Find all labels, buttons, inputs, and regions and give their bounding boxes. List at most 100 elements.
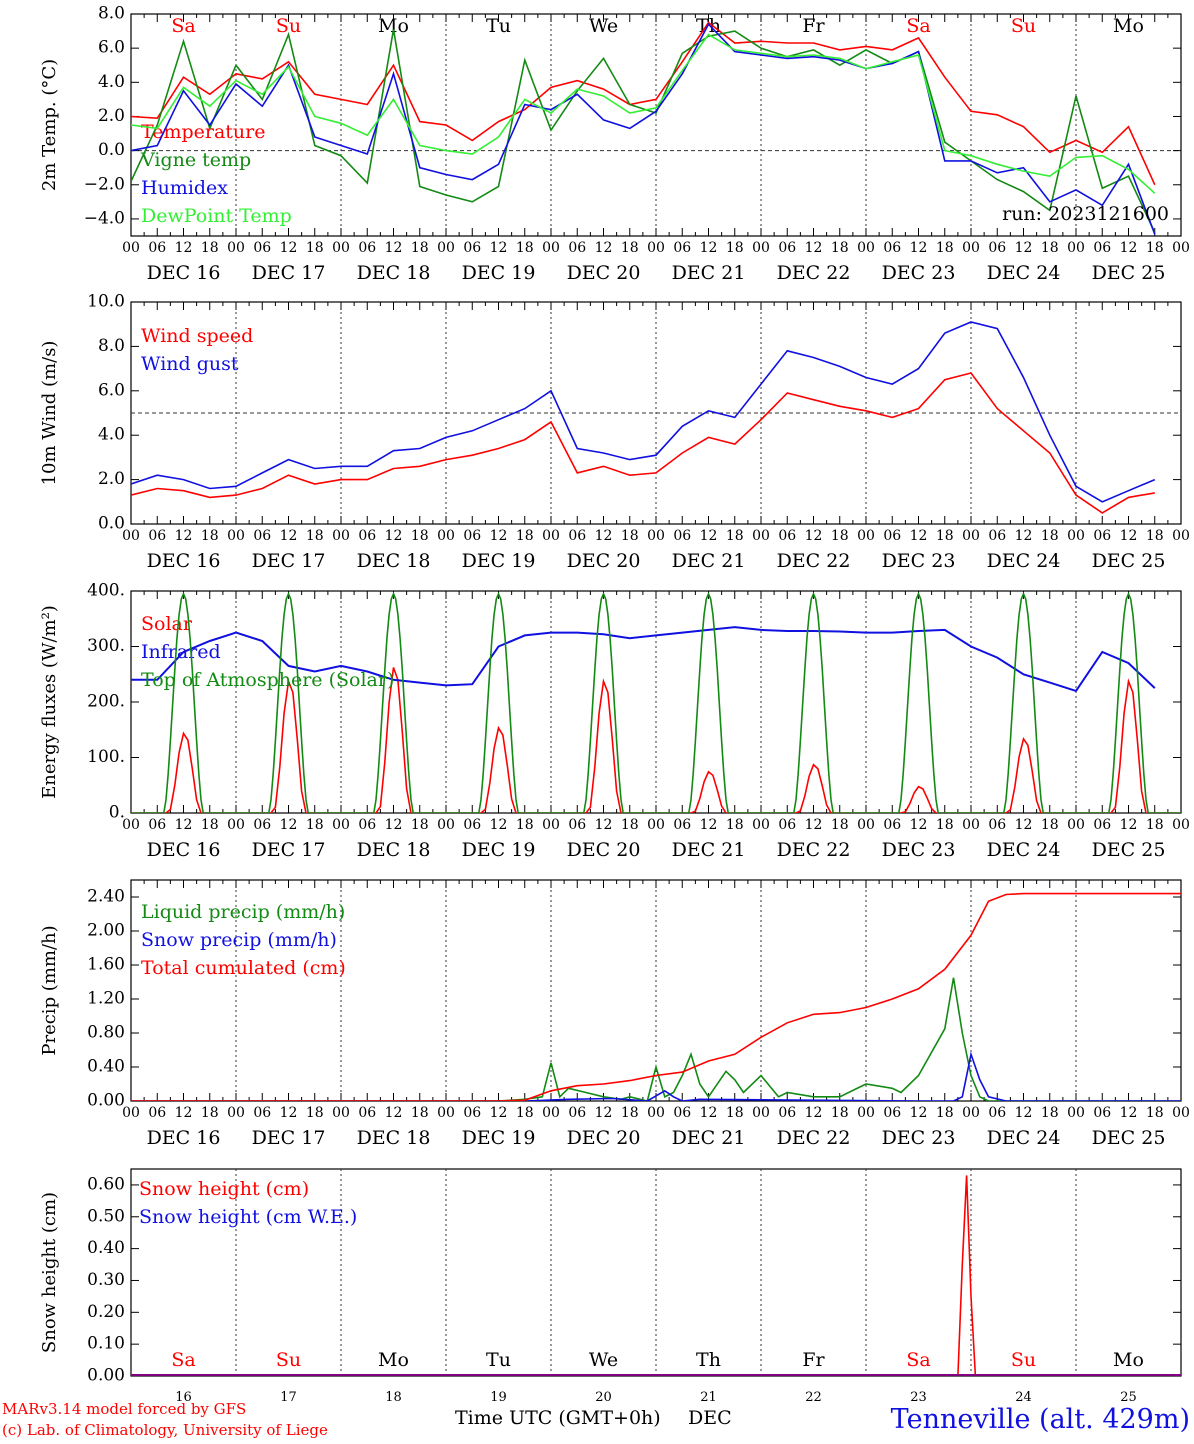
temp-hour-label: 00 <box>332 240 350 256</box>
temp-hour-label: 06 <box>253 240 271 256</box>
energy-date-label: DEC 24 <box>987 839 1061 861</box>
wind-hour-label: 06 <box>358 528 376 544</box>
temp-hour-label: 12 <box>1015 240 1033 256</box>
temp-hour-label: 06 <box>568 240 586 256</box>
temp-date-label: DEC 24 <box>987 262 1061 284</box>
wind-hour-label: 00 <box>647 528 665 544</box>
energy-date-label: DEC 25 <box>1092 839 1166 861</box>
temp-day-abbr: Mo <box>378 15 409 37</box>
energy-hour-label: 00 <box>332 817 350 833</box>
temp-hour-label: 12 <box>805 240 823 256</box>
temp-hour-label: 00 <box>1067 240 1085 256</box>
temp-hour-label: 06 <box>148 240 166 256</box>
temp-hour-label: 06 <box>778 240 796 256</box>
snow-ytick-label: 0.60 <box>87 1174 125 1194</box>
energy-hour-label: 12 <box>595 817 613 833</box>
precip-hour-label: 06 <box>673 1105 691 1121</box>
energy-hour-label: 06 <box>148 817 166 833</box>
wind-hour-label: 00 <box>962 528 980 544</box>
wind-hour-label: 00 <box>542 528 560 544</box>
wind-series-line <box>131 321 1156 503</box>
temp-date-label: DEC 21 <box>672 262 746 284</box>
energy-hour-label: 18 <box>726 817 744 833</box>
energy-ytick-label: 200. <box>87 692 125 712</box>
snow-day-number: 18 <box>385 1390 402 1405</box>
energy-ytick-label: 100. <box>87 747 125 767</box>
temp-hour-label: 06 <box>358 240 376 256</box>
snow-day-number: 22 <box>805 1390 822 1405</box>
snow-legend-entry: Snow height (cm) <box>139 1178 309 1200</box>
precip-hour-label: 12 <box>805 1105 823 1121</box>
precip-hour-label: 12 <box>385 1105 403 1121</box>
temp-hour-label: 06 <box>1093 240 1111 256</box>
precip-ylabel: Precip (mm/h) <box>39 925 60 1055</box>
energy-date-label: DEC 16 <box>147 839 221 861</box>
temp-hour-label: 12 <box>1120 240 1138 256</box>
temp-series-line <box>131 33 1156 194</box>
precip-hour-label: 18 <box>726 1105 744 1121</box>
precip-ytick-label: 0.80 <box>87 1023 125 1043</box>
snow-day-abbr: Fr <box>802 1349 825 1371</box>
wind-legend-entry: Wind gust <box>141 353 239 375</box>
wind-hour-label: 00 <box>332 528 350 544</box>
wind-hour-label: 00 <box>227 528 245 544</box>
snow-ytick-label: 0.40 <box>87 1238 125 1258</box>
energy-date-label: DEC 18 <box>357 839 431 861</box>
temp-ytick-label: −2.0 <box>84 174 125 194</box>
wind-date-label: DEC 17 <box>252 550 326 572</box>
precip-hour-label: 00 <box>857 1105 875 1121</box>
snow-day-abbr: Th <box>696 1349 721 1371</box>
snow-day-number: 19 <box>490 1390 507 1405</box>
panel-wind: 10.0 8.0 6.0 4.0 2.0 0.0 10m Wind (m/s) 00 06 12 1… <box>39 292 1190 573</box>
temp-legend-entry: DewPoint Temp <box>141 205 292 227</box>
wind-hour-label: 12 <box>910 528 928 544</box>
precip-hour-label: 06 <box>778 1105 796 1121</box>
energy-hour-label: 12 <box>1015 817 1033 833</box>
temp-date-label: DEC 17 <box>252 262 326 284</box>
wind-hour-label: 06 <box>1093 528 1111 544</box>
energy-hour-label: 12 <box>490 817 508 833</box>
wind-hour-label: 06 <box>988 528 1006 544</box>
temp-ytick-label: 8.0 <box>98 4 125 24</box>
precip-hour-label: 12 <box>595 1105 613 1121</box>
snow-day-abbr: Mo <box>378 1349 409 1371</box>
energy-ytick-label: 300. <box>87 636 125 656</box>
energy-hour-label: 06 <box>988 817 1006 833</box>
temp-date-label: DEC 23 <box>882 262 956 284</box>
snow-ylabel: Snow height (cm) <box>39 1192 60 1353</box>
precip-date-label: DEC 19 <box>462 1127 536 1149</box>
temp-hour-label: 00 <box>1172 240 1190 256</box>
wind-hour-label: 06 <box>463 528 481 544</box>
panel-precip: 2.40 2.00 1.60 1.20 0.80 0.40 0.00 Precip (mm/h… <box>39 879 1190 1149</box>
energy-legend-entry: Solar <box>141 613 193 635</box>
precip-hour-label: 12 <box>910 1105 928 1121</box>
temp-date-label: DEC 19 <box>462 262 536 284</box>
energy-date-label: DEC 19 <box>462 839 536 861</box>
energy-hour-label: 18 <box>621 817 639 833</box>
precip-hour-label: 00 <box>332 1105 350 1121</box>
wind-date-label: DEC 25 <box>1092 550 1166 572</box>
energy-hour-label: 18 <box>306 817 324 833</box>
precip-date-label: DEC 18 <box>357 1127 431 1149</box>
snow-day-number: 17 <box>280 1390 297 1405</box>
temp-legend-entry: Humidex <box>141 177 228 199</box>
temp-hour-label: 12 <box>700 240 718 256</box>
temp-ytick-label: 6.0 <box>98 38 125 58</box>
temp-hour-label: 00 <box>227 240 245 256</box>
precip-hour-label: 06 <box>148 1105 166 1121</box>
energy-hour-label: 06 <box>1093 817 1111 833</box>
energy-date-label: DEC 22 <box>777 839 851 861</box>
energy-hour-label: 06 <box>253 817 271 833</box>
temp-hour-label: 18 <box>516 240 534 256</box>
temp-series-line <box>131 21 1156 186</box>
wind-hour-label: 12 <box>1120 528 1138 544</box>
precip-date-label: DEC 24 <box>987 1127 1061 1149</box>
precip-hour-label: 12 <box>1015 1105 1033 1121</box>
temp-day-abbr: Su <box>1011 15 1036 37</box>
panel-snow: 0.60 0.50 0.40 0.30 0.20 0.10 0.00 Snow height … <box>39 1168 1182 1405</box>
precip-ytick-label: 2.00 <box>87 921 125 941</box>
precip-hour-label: 06 <box>463 1105 481 1121</box>
precip-hour-label: 00 <box>437 1105 455 1121</box>
snow-day-abbr: Tu <box>486 1349 511 1371</box>
energy-hour-label: 00 <box>1067 817 1085 833</box>
